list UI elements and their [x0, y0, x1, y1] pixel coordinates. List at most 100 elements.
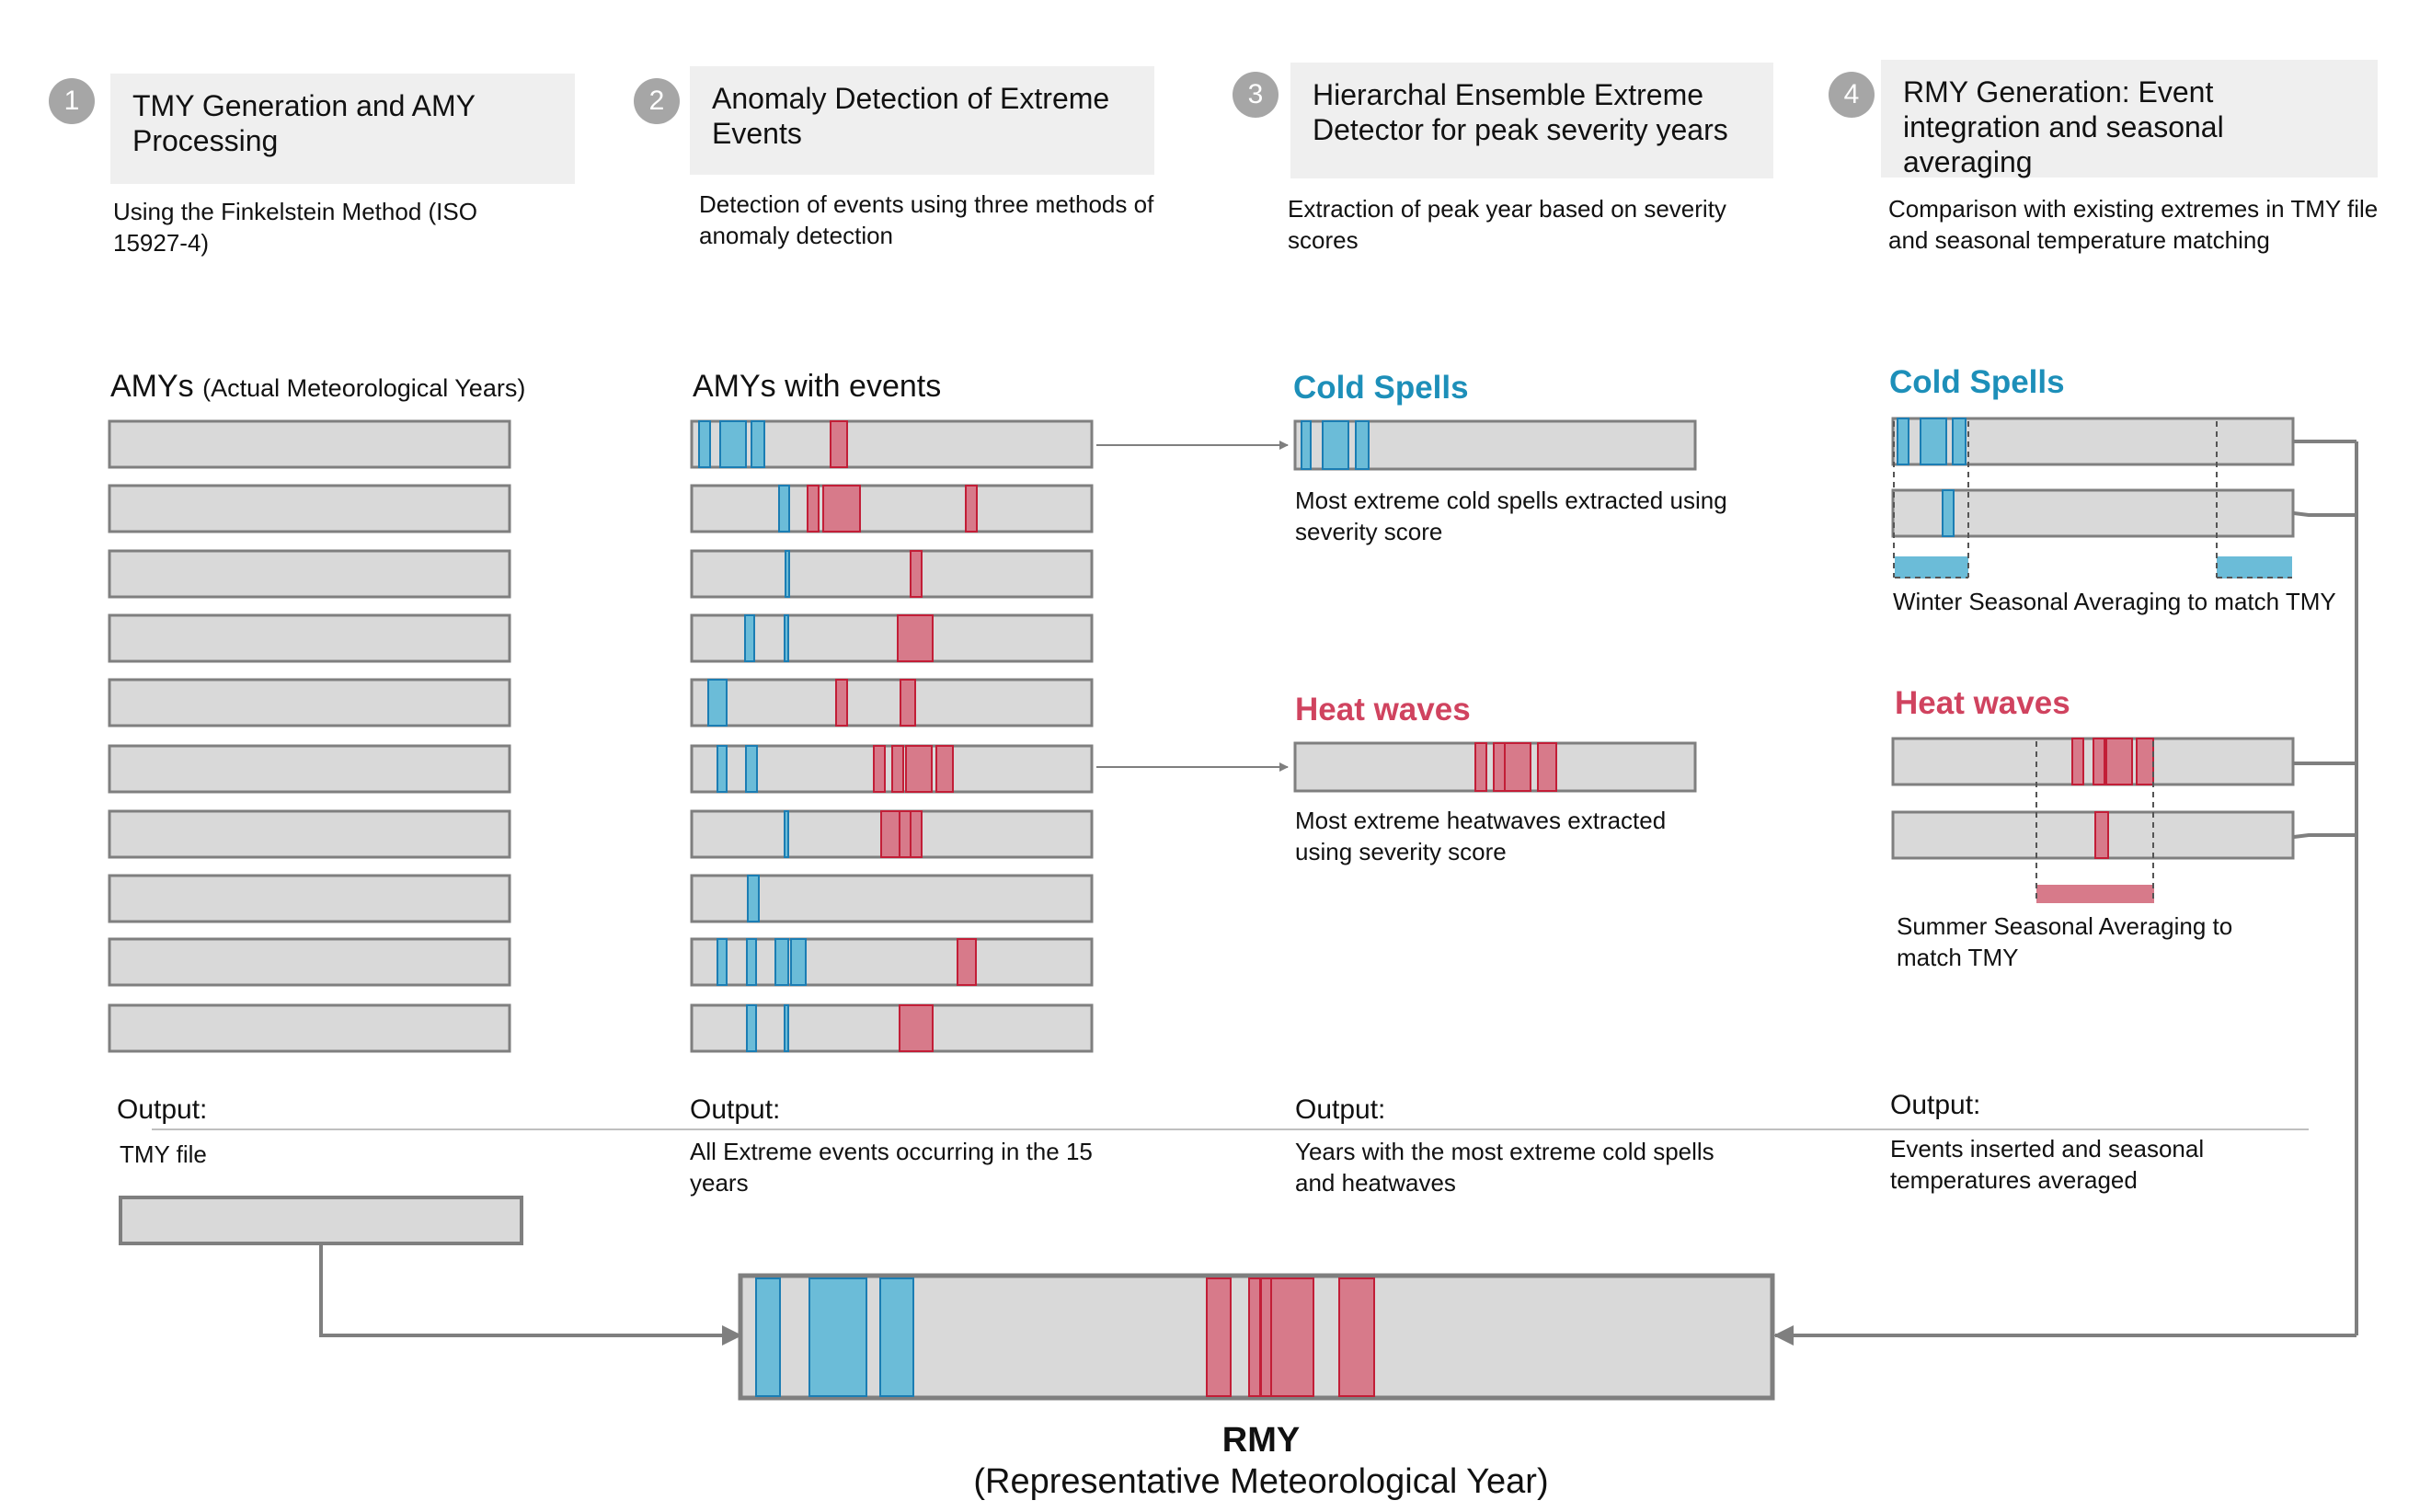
rmy-heat-event-1	[1206, 1277, 1232, 1397]
heat-event-10-3	[899, 1004, 934, 1052]
amy-bar-9	[108, 937, 511, 987]
cold-event-5-1	[707, 679, 728, 727]
step-3-title: Hierarchal Ensemble Extreme Detector for…	[1290, 63, 1773, 178]
amy-bar-2	[108, 484, 511, 533]
amy-event-bar-10	[690, 1003, 1094, 1053]
cold-event-1-1	[698, 420, 711, 468]
amys-with-events-heading: AMYs with events	[693, 369, 942, 404]
cold-event-6-1	[717, 745, 728, 793]
step4-heat-event-5	[2094, 811, 2109, 859]
output-3-text: Years with the most extreme cold spells …	[1295, 1138, 1714, 1197]
heat-waves-caption: Most extreme heatwaves extracted using s…	[1295, 807, 1667, 865]
output-4-text: Events inserted and seasonal temperature…	[1890, 1135, 2205, 1194]
arrow-tmy-to-rmy	[319, 1245, 742, 1346]
cold-event-10-2	[784, 1004, 789, 1052]
amys-heading-label: AMYs	[110, 369, 194, 404]
heat-event-5-2	[835, 679, 848, 727]
cold-event-2-1	[778, 485, 790, 533]
cold-event-9-3	[774, 938, 789, 986]
cold-event-1-3	[751, 420, 765, 468]
cold-event-1-2	[719, 420, 747, 468]
heat-event-6-6	[935, 745, 954, 793]
heat-event-7-2	[880, 810, 900, 858]
peak-heat-event-1	[1474, 742, 1487, 792]
step4-heat-event-3	[2105, 738, 2133, 785]
amy-bar-7	[108, 809, 511, 859]
output-1-text: TMY file	[120, 1140, 207, 1168]
output-1-label: Output:	[117, 1094, 208, 1125]
winter-averaging-caption: Winter Seasonal Averaging to match TMY	[1893, 588, 2336, 615]
output-2-text: All Extreme events occurring in the 15 y…	[690, 1138, 1093, 1197]
rmy-cold-event-1	[755, 1277, 781, 1397]
heat-event-5-3	[900, 679, 916, 727]
rmy-heat-event-2	[1248, 1277, 1261, 1397]
heat-event-2-3	[822, 485, 861, 533]
heat-event-9-5	[957, 938, 977, 986]
cold-spells-caption: Most extreme cold spells extracted using…	[1295, 487, 1727, 545]
heat-event-1-4	[830, 420, 848, 468]
peak-heat-event-4	[1537, 742, 1557, 792]
amy-bar-6	[108, 744, 511, 794]
amy-bar-10	[108, 1003, 511, 1053]
heat-event-6-3	[873, 745, 886, 793]
heat-event-6-5	[905, 745, 933, 793]
rmy-subtitle: (Representative Meteorological Year)	[973, 1462, 1549, 1501]
cold-event-3-1	[785, 550, 790, 598]
step-4-title: RMY Generation: Event integration and se…	[1881, 60, 2378, 178]
step-1-title: TMY Generation and AMY Processing	[110, 74, 575, 184]
heat-event-2-2	[807, 485, 820, 533]
summer-averaging-caption: Summer Seasonal Averaging to match TMY	[1897, 912, 2233, 971]
amy-bar-1	[108, 419, 511, 469]
heat-event-6-4	[891, 745, 904, 793]
cold-event-10-1	[746, 1004, 757, 1052]
step-4-description: Comparison with existing extremes in TMY…	[1888, 195, 2379, 254]
output-3-label: Output:	[1295, 1094, 1386, 1125]
peak-heat-event-2	[1493, 742, 1506, 792]
step-2-number: 2	[634, 78, 680, 124]
output-4-label: Output:	[1890, 1090, 1981, 1120]
heat-event-4-3	[897, 614, 934, 662]
rmy-heat-event-5	[1338, 1277, 1375, 1397]
step-1-number: 1	[49, 78, 95, 124]
step4-cold-event-1	[1897, 418, 1909, 465]
rmy-cold-event-2	[808, 1277, 867, 1397]
cold-event-4-1	[744, 614, 755, 662]
amy-bar-4	[108, 613, 511, 663]
rmy-title: RMY	[1221, 1421, 1301, 1460]
step-2-title: Anomaly Detection of Extreme Events	[690, 66, 1154, 175]
heat-event-7-3	[899, 810, 912, 858]
heat-waves-title: Heat waves	[1295, 692, 1471, 727]
step-2-description: Detection of events using three methods …	[699, 190, 1154, 249]
cold-event-9-4	[790, 938, 807, 986]
summer-averaging-band	[2036, 885, 2154, 903]
heat-event-2-4	[965, 485, 978, 533]
rmy-cold-event-3	[879, 1277, 914, 1397]
cold-event-4-2	[784, 614, 789, 662]
peak-cold-event-1	[1301, 420, 1312, 470]
tmy-file-bar	[119, 1196, 523, 1245]
cold-event-9-1	[717, 938, 728, 986]
amy-bar-8	[108, 874, 511, 923]
step4-heat-event-1	[2071, 738, 2084, 785]
step4-collector-lines	[2293, 440, 2358, 1335]
amys-heading-note: (Actual Meteorological Years)	[202, 374, 526, 402]
amy-event-bar-4	[690, 613, 1094, 663]
step-4-number: 4	[1829, 72, 1875, 118]
step4-heat-event-2	[2093, 738, 2105, 785]
peak-cold-event-3	[1355, 420, 1370, 470]
cold-event-8-1	[747, 875, 760, 922]
heat-event-7-4	[910, 810, 923, 858]
step4-cold-event-2	[1920, 418, 1947, 465]
cold-spells-title-step4: Cold Spells	[1889, 364, 2065, 400]
cold-event-6-2	[745, 745, 758, 793]
winter-averaging-band-start	[1895, 556, 1968, 578]
amy-event-bar-3	[690, 549, 1094, 599]
step-1-description: Using the Finkelstein Method (ISO 15927-…	[113, 198, 477, 257]
step4-heat-event-4	[2136, 738, 2154, 785]
output-2-label: Output:	[690, 1094, 781, 1125]
heat-waves-title-step4: Heat waves	[1895, 685, 2070, 721]
step-3-number: 3	[1233, 72, 1279, 118]
winter-averaging-band-end	[2217, 556, 2292, 578]
